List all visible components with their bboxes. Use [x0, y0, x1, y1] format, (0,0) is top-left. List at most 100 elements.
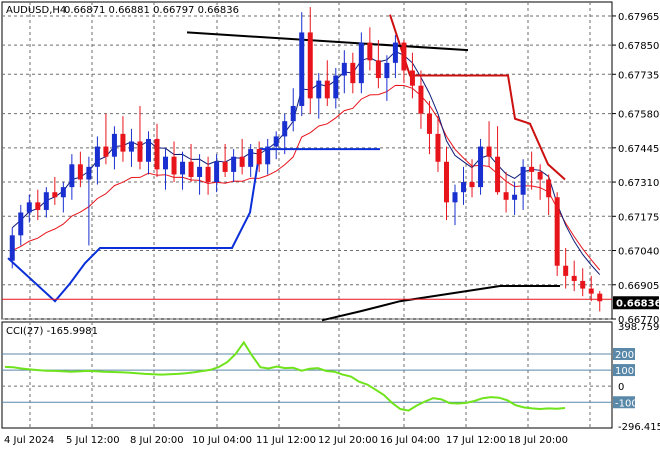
candle	[307, 7, 313, 114]
price-panel-frame	[1, 1, 613, 320]
candle-body	[180, 161, 186, 175]
candle-body	[529, 166, 535, 172]
candle-body	[392, 42, 398, 63]
candle	[469, 159, 475, 198]
candle-body	[18, 212, 24, 236]
red-step-line	[389, 14, 566, 181]
candle-body	[384, 62, 390, 79]
candle-body	[86, 166, 92, 180]
cci-line	[4, 340, 566, 412]
candle	[111, 126, 117, 170]
navy-ma-line	[11, 50, 601, 275]
candle-body	[495, 156, 501, 193]
x-tick-label: 10 Jul 04:00	[192, 435, 252, 446]
y-tick-label: 0.67445	[618, 144, 659, 155]
y-tick-label: 0.67735	[618, 70, 659, 81]
candle-body	[111, 133, 117, 157]
candle	[94, 136, 100, 185]
y-tick-label: 0.67850	[618, 41, 659, 52]
candle	[86, 156, 92, 246]
cci-title: CCI(27) -165.9981	[6, 326, 98, 337]
candle	[461, 166, 467, 205]
candle-body	[188, 161, 194, 177]
candle-body	[443, 161, 449, 203]
candle-body	[546, 179, 552, 198]
candle-body	[350, 62, 356, 84]
candle-body	[435, 133, 441, 162]
candle-body	[418, 85, 424, 114]
candle-body	[316, 80, 322, 99]
candle-body	[486, 146, 492, 157]
candle-body	[299, 32, 305, 106]
candle-body	[341, 62, 347, 76]
candle-body	[145, 138, 151, 162]
candle-body	[503, 192, 509, 200]
candle	[26, 194, 32, 223]
candle	[290, 88, 296, 132]
candle	[486, 121, 492, 167]
candle	[333, 67, 339, 109]
y-tick-label: 0.66770	[618, 315, 659, 326]
candle-body	[77, 164, 83, 180]
candle-body	[52, 192, 58, 198]
candle-body	[367, 42, 373, 61]
x-tick-label: 12 Jul 20:00	[318, 435, 378, 446]
cci-level-label: -100	[615, 398, 638, 409]
candle	[214, 154, 220, 193]
candle-body	[452, 192, 458, 203]
candle	[180, 151, 186, 190]
x-tick-label: 18 Jul 20:00	[508, 435, 568, 446]
candle-body	[222, 161, 228, 172]
x-tick-label: 4 Jul 2024	[4, 435, 54, 446]
candle-body	[265, 146, 271, 165]
candle	[588, 275, 594, 302]
candle-body	[171, 156, 177, 175]
candle-body	[273, 136, 279, 147]
candle	[52, 176, 58, 205]
candle	[205, 156, 211, 195]
candle	[580, 268, 586, 297]
candle	[571, 260, 577, 292]
candle	[18, 204, 24, 246]
candle-body	[426, 113, 432, 134]
candle-body	[35, 202, 41, 210]
candle-body	[358, 42, 364, 84]
candle-body	[375, 60, 381, 79]
candle-body	[248, 149, 254, 167]
candle	[154, 123, 160, 177]
current-price-label: 0.66836	[616, 298, 660, 309]
candle	[103, 113, 109, 165]
candle	[128, 128, 134, 167]
x-tick-label: 8 Jul 20:00	[130, 435, 184, 446]
candle-body	[60, 187, 66, 198]
candle-body	[197, 166, 203, 177]
candle	[282, 113, 288, 155]
candle-body	[512, 194, 518, 200]
candle	[69, 154, 75, 200]
candle	[197, 154, 203, 195]
candle	[256, 141, 262, 172]
candle	[554, 192, 560, 276]
candle	[597, 291, 603, 312]
candle	[324, 60, 330, 106]
candle-body	[128, 141, 134, 152]
candle	[145, 131, 151, 175]
candle	[520, 159, 526, 210]
candle-body	[103, 146, 109, 157]
y-tick-label: 0.67175	[618, 212, 659, 223]
candle-body	[282, 121, 288, 137]
candle-body	[231, 156, 237, 172]
candle-body	[9, 235, 15, 261]
candle	[418, 70, 424, 129]
candle	[239, 138, 245, 175]
candle-body	[461, 182, 467, 193]
current-price-box	[613, 296, 659, 310]
candle	[163, 149, 169, 190]
candle-body	[563, 265, 569, 276]
candle-body	[94, 146, 100, 167]
candle-body	[214, 161, 220, 183]
candle	[537, 164, 543, 200]
candle	[350, 52, 356, 94]
candle-body	[520, 166, 526, 195]
